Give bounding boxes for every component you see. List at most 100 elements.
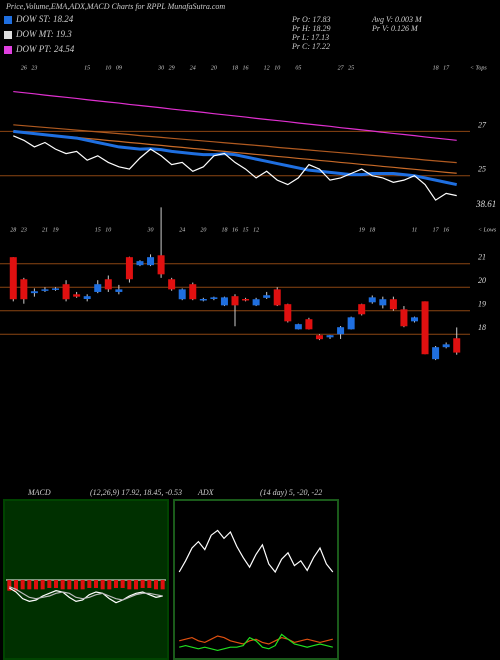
candle-body [231,296,239,306]
histogram-bar [114,580,118,588]
x-tick-label: 23 [31,65,37,71]
candle-body [315,335,323,340]
legend-label: DOW ST: 18.24 [15,14,74,24]
x-tick-label: 19 [53,227,59,233]
x-tick-label: 16 [232,227,238,233]
series-line [13,124,457,164]
side-label: < Tops [470,65,487,71]
x-tick-label: 18 [369,227,375,233]
histogram-bar [154,580,158,590]
histogram-bar [34,580,38,590]
candle-body [189,284,197,300]
x-tick-label: 15 [95,227,101,233]
histogram-bar [14,580,18,591]
legend-label: DOW MT: 19.3 [15,29,72,39]
series-line [179,633,333,652]
candle-body [421,301,429,355]
x-tick-label: 23 [21,227,27,233]
x-tick-label: 29 [169,65,175,71]
x-tick-label: 18 [433,65,439,71]
candle-body [41,289,49,291]
x-tick-label: 18 [232,65,238,71]
x-tick-label: 24 [190,64,196,71]
x-tick-label: 19 [359,227,365,233]
price-stat: Pr L: 17.13 [291,33,329,42]
panel-frame [173,499,339,660]
series-line [178,529,334,574]
x-tick-label: 10 [274,65,280,71]
x-tick-label: 20 [211,65,217,71]
histogram-bar [160,580,165,590]
candle-body [115,289,123,292]
legend-swatch [4,46,12,54]
x-tick-label: 10 [105,227,111,233]
histogram-bar [100,580,105,590]
histogram-bar [80,580,85,590]
candle-body [83,296,91,299]
candle-body [30,291,38,294]
candle-body [168,279,176,290]
histogram-bar [74,580,78,590]
annotation: 38.61 [475,199,496,209]
x-tick-label: 30 [157,65,164,71]
candle-body [104,279,112,290]
candle-body [337,327,345,335]
y-tick-label: 18 [478,323,486,332]
series-line [13,90,457,141]
histogram-bar [87,580,92,588]
candle-body [62,284,70,300]
x-tick-label: 15 [243,227,249,233]
histogram-bar [107,580,112,590]
candle-body [347,317,355,330]
series-line [13,135,457,201]
candle-body [389,299,397,310]
price-stat: Avg V: 0.003 M [371,15,423,24]
histogram-bar [20,580,25,590]
y-tick-label: 21 [478,253,486,262]
histogram-bar [147,580,152,588]
x-tick-label: 15 [84,65,90,71]
histogram-bar [120,580,125,588]
x-tick-label: 12 [264,65,270,71]
x-tick-label: 26 [21,65,27,71]
candle-body [220,297,228,306]
histogram-bar [140,580,145,588]
histogram-bar [67,580,72,590]
candle-body [358,304,366,315]
page-title: Price,Volume,EMA,ADX,MACD Charts for RPP… [5,2,225,11]
x-tick-label: 05 [295,65,301,71]
candle-body [20,279,28,300]
candle-body [400,309,408,327]
legend-swatch [4,31,12,39]
y-tick-label: 27 [478,120,487,129]
candle-body [379,299,387,306]
price-stat: Pr V: 0.126 M [371,24,419,33]
candle-body [294,324,302,330]
histogram-bar [127,580,132,590]
histogram-bar [27,580,32,590]
candle-body [410,317,418,322]
x-tick-label: 21 [42,227,48,233]
histogram-bar [54,580,58,588]
price-stat: Pr C: 17.22 [291,42,330,51]
x-tick-label: 17 [433,227,440,233]
candle-body [273,289,281,306]
series-line [13,130,457,174]
candle-body [442,344,450,348]
side-label: < Lows [478,227,497,233]
x-tick-label: 25 [348,65,354,71]
x-tick-label: 20 [200,227,206,233]
x-tick-label: 16 [443,227,449,233]
histogram-bar [134,580,138,590]
histogram-bar [60,580,65,590]
y-tick-label: 25 [478,165,486,174]
x-tick-label: 30 [147,227,154,233]
candle-body [453,338,461,353]
series-line [13,129,458,187]
legend-label: DOW PT: 24.54 [15,44,75,54]
x-tick-label: 09 [116,65,122,71]
panel-title: ADX [197,488,215,497]
series-line [9,586,163,601]
candle-body [242,299,250,301]
